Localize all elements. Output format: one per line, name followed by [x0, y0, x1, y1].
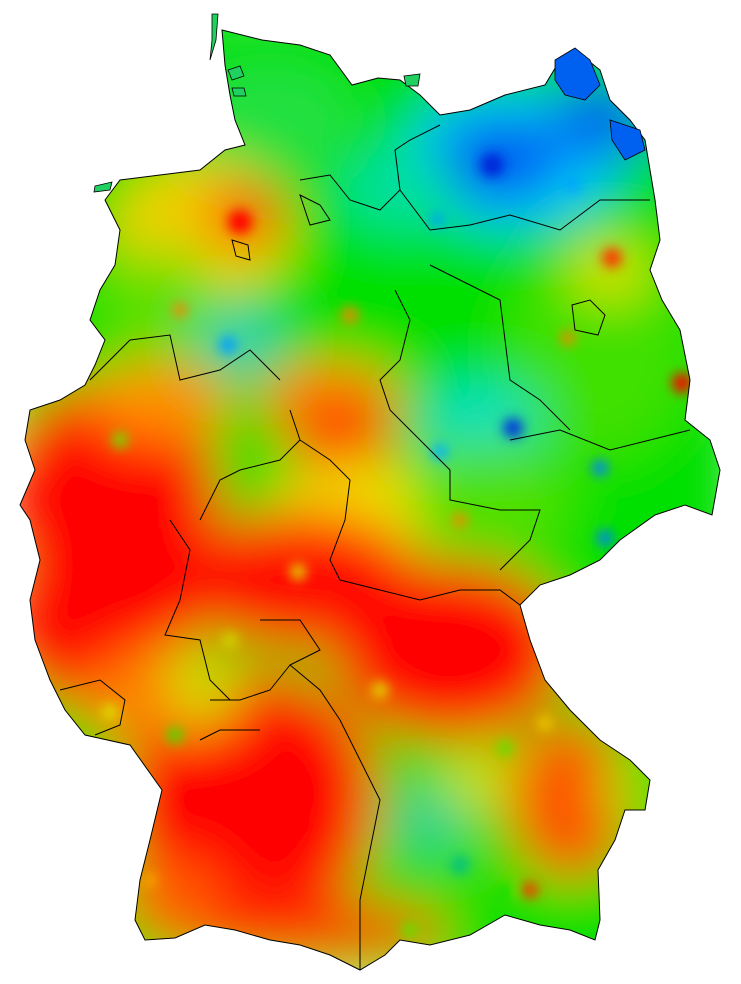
north-sea-islands: [93, 13, 421, 193]
state-borders: [59, 124, 691, 970]
ruegen-island: [554, 47, 646, 161]
